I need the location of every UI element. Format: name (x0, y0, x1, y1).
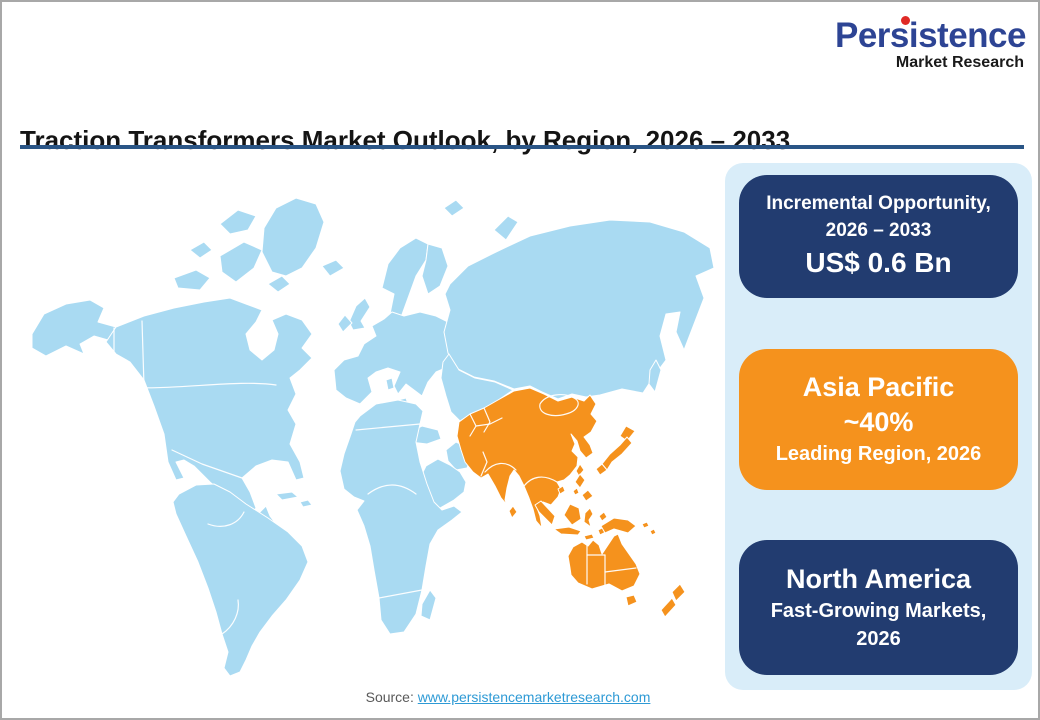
card-line: 2026 (856, 628, 901, 651)
stat-card-fast-growing-market: North America Fast-Growing Markets, 2026 (739, 540, 1018, 675)
stat-card-leading-region: Asia Pacific ~40% Leading Region, 2026 (739, 349, 1018, 490)
card-value: ~40% (843, 407, 914, 438)
stats-panel: Incremental Opportunity, 2026 – 2033 US$… (725, 163, 1032, 690)
title-underline (20, 145, 1024, 149)
stat-card-incremental-opportunity: Incremental Opportunity, 2026 – 2033 US$… (739, 175, 1018, 298)
landmasses-base (31, 197, 715, 677)
page-title: Traction Transformers Market Outlook, by… (20, 125, 791, 156)
source-label: Source: (365, 689, 418, 705)
logo-name-text: Persistence (834, 16, 1027, 55)
card-line: Fast-Growing Markets, (770, 600, 987, 623)
card-region-name: North America (785, 563, 972, 594)
card-line: Leading Region, 2026 (775, 443, 982, 466)
source-link[interactable]: www.persistencemarketresearch.com (417, 689, 651, 705)
card-value: US$ 0.6 Bn (805, 247, 952, 279)
world-map-svg (31, 197, 715, 677)
card-line: Incremental Opportunity, (766, 193, 991, 215)
card-region-name: Asia Pacific (802, 372, 955, 403)
country-border-lines (113, 320, 637, 635)
logo: Persistence Market Research (834, 16, 1027, 71)
logo-tagline: Market Research (895, 54, 1024, 71)
card-line: 2026 – 2033 (825, 220, 932, 242)
region-asia-pacific-highlight (456, 387, 686, 618)
logo-name: Persistence (834, 16, 1027, 55)
logo-red-dot-icon (900, 16, 910, 25)
world-map (24, 164, 724, 688)
source-line: Source: www.persistencemarketresearch.co… (2, 689, 1014, 705)
